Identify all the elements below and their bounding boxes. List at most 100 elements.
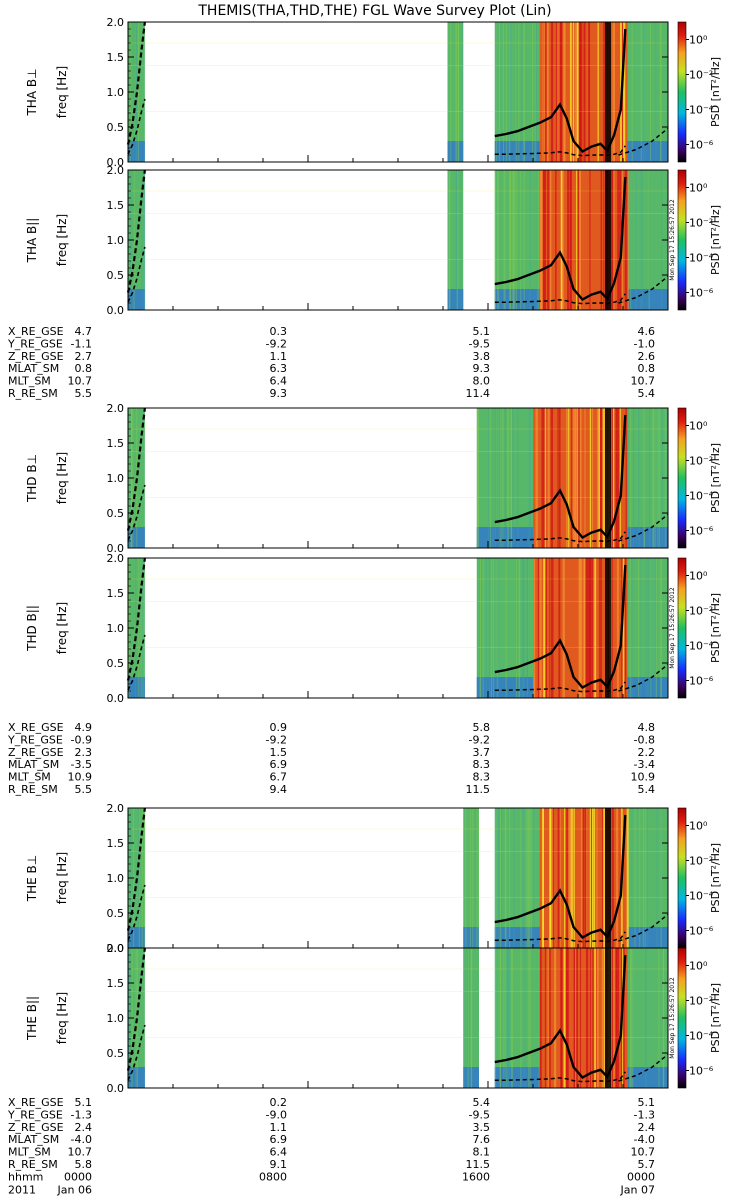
texture-stripe [629, 948, 631, 1088]
active-stripe [616, 408, 619, 548]
y-tick-label: 2.0 [107, 164, 125, 177]
active-stripe [584, 408, 586, 548]
texture-stripe [470, 948, 472, 1088]
texture-stripe [492, 558, 494, 698]
active-stripe [619, 408, 621, 548]
active-stripe [547, 170, 550, 310]
ephemeris-value: 0.9 [270, 721, 288, 734]
end-harmonic-trace [618, 275, 669, 304]
texture-stripe [512, 170, 514, 310]
active-stripe [601, 948, 605, 1088]
ephemeris-value: 8.0 [473, 375, 491, 388]
texture-stripe [515, 170, 517, 310]
y-tick-label: 1.5 [107, 837, 125, 850]
texture-stripe [632, 408, 634, 548]
colorbar-tick-label: 10⁰ [689, 420, 708, 433]
edge-harmonic-curve [127, 98, 146, 155]
ephemeris-value: 5.5 [75, 783, 93, 796]
texture-stripe [652, 408, 654, 548]
panel-label: THE B⊥ [25, 855, 39, 902]
active-stripe [551, 558, 554, 698]
colorbar-tick-label: 10⁰ [689, 570, 708, 583]
ephemeris-row-label: X_RE_GSE [8, 1096, 64, 1109]
texture-stripe [661, 558, 663, 698]
active-stripe [615, 408, 618, 548]
ephemeris-row-label: MLT_SM [8, 1146, 51, 1159]
texture-stripe [449, 170, 451, 310]
colorbar-tick-label: 10⁻⁴ [689, 890, 714, 903]
texture-stripe [138, 808, 140, 948]
active-stripe [579, 170, 581, 310]
texture-stripe [632, 948, 634, 1088]
texture-stripe [460, 170, 462, 310]
active-stripe [572, 22, 575, 162]
active-stripe [602, 808, 604, 948]
ephemeris-value: 9.3 [270, 387, 288, 400]
active-stripe [589, 408, 591, 548]
active-stripe [578, 408, 580, 548]
start-date-label: Jan 06 [57, 1183, 92, 1196]
spectrogram-panels: 0.0 0.5 1.0 1.5 2.0 THA B⊥ freq [Hz] 0.0 0.5 1.0 1… [25, 16, 669, 1095]
texture-stripe [523, 948, 525, 1088]
colorbar-tick-label: 10⁻² [689, 217, 713, 230]
texture-stripe [629, 558, 631, 698]
timestamp-stamp: Mon Sep 17 15:26:57 2012 [669, 977, 676, 1059]
active-stripe [611, 808, 614, 948]
texture-stripe [478, 558, 480, 698]
texture-stripe [468, 948, 470, 1088]
time-row-label: hhmm [8, 1170, 43, 1183]
ephemeris-value: 11.5 [466, 1158, 491, 1171]
texture-stripe [480, 558, 482, 698]
texture-stripe [503, 948, 505, 1088]
freq-axis-label: freq [Hz] [55, 852, 69, 904]
active-stripe [555, 22, 558, 162]
active-stripe [547, 22, 549, 162]
texture-stripe [492, 408, 494, 548]
texture-stripe [497, 558, 499, 698]
active-stripe [563, 22, 566, 162]
ephemeris-value: 6.7 [270, 771, 288, 784]
y-tick-label: 0.5 [107, 1047, 125, 1060]
colorbar-gradient [677, 21, 687, 163]
panel-label: THE B|| [25, 996, 39, 1041]
active-stripe [547, 408, 550, 548]
texture-stripe [448, 170, 450, 310]
texture-stripe [467, 948, 469, 1088]
texture-stripe [643, 408, 645, 548]
active-stripe [592, 948, 594, 1088]
colorbar-tick-label: 10⁻⁶ [689, 139, 714, 152]
texture-stripe [498, 22, 500, 162]
edge-gyro-curve [126, 169, 146, 293]
texture-stripe [136, 22, 138, 162]
texture-stripe [520, 948, 522, 1088]
texture-stripe [638, 408, 640, 548]
end-harmonic-trace [618, 513, 669, 542]
texture-stripe [534, 22, 536, 162]
active-stripe [613, 948, 615, 1088]
texture-stripe [456, 170, 458, 310]
texture-stripe [536, 22, 538, 162]
ephemeris-value: 2.4 [638, 1121, 656, 1134]
texture-stripe [516, 558, 518, 698]
texture-stripe [513, 170, 515, 310]
harmonic-trace [494, 1071, 626, 1083]
texture-stripe [529, 808, 531, 948]
colorbar-tick-label: 10⁻² [689, 855, 713, 868]
colorbar-tick-label: 10⁻⁶ [689, 1065, 714, 1078]
ephemeris-value: 6.3 [270, 362, 288, 375]
y-tick-label: 0.5 [107, 907, 125, 920]
texture-stripe [647, 808, 649, 948]
ephemeris-value: 5.4 [473, 1096, 491, 1109]
ephemeris-value: -1.0 [634, 337, 655, 350]
texture-stripe [141, 558, 143, 698]
panel-tha-1: 0.0 0.5 1.0 1.5 2.0 THA B|| freq [Hz] [25, 164, 669, 317]
colorbar-3: 10⁰ 10⁻² 10⁻⁴ 10⁻⁶ PSD [nT²/Hz] [677, 557, 722, 699]
texture-stripe [649, 408, 651, 548]
texture-stripe [650, 558, 652, 698]
active-stripe [571, 408, 573, 548]
y-tick-label: 1.0 [107, 1012, 125, 1025]
active-stripe [624, 558, 627, 698]
y-tick-label: 2.0 [107, 552, 125, 565]
freq-axis-label: freq [Hz] [55, 452, 69, 504]
ephemeris-row-label: Y_RE_GSE [7, 337, 63, 350]
